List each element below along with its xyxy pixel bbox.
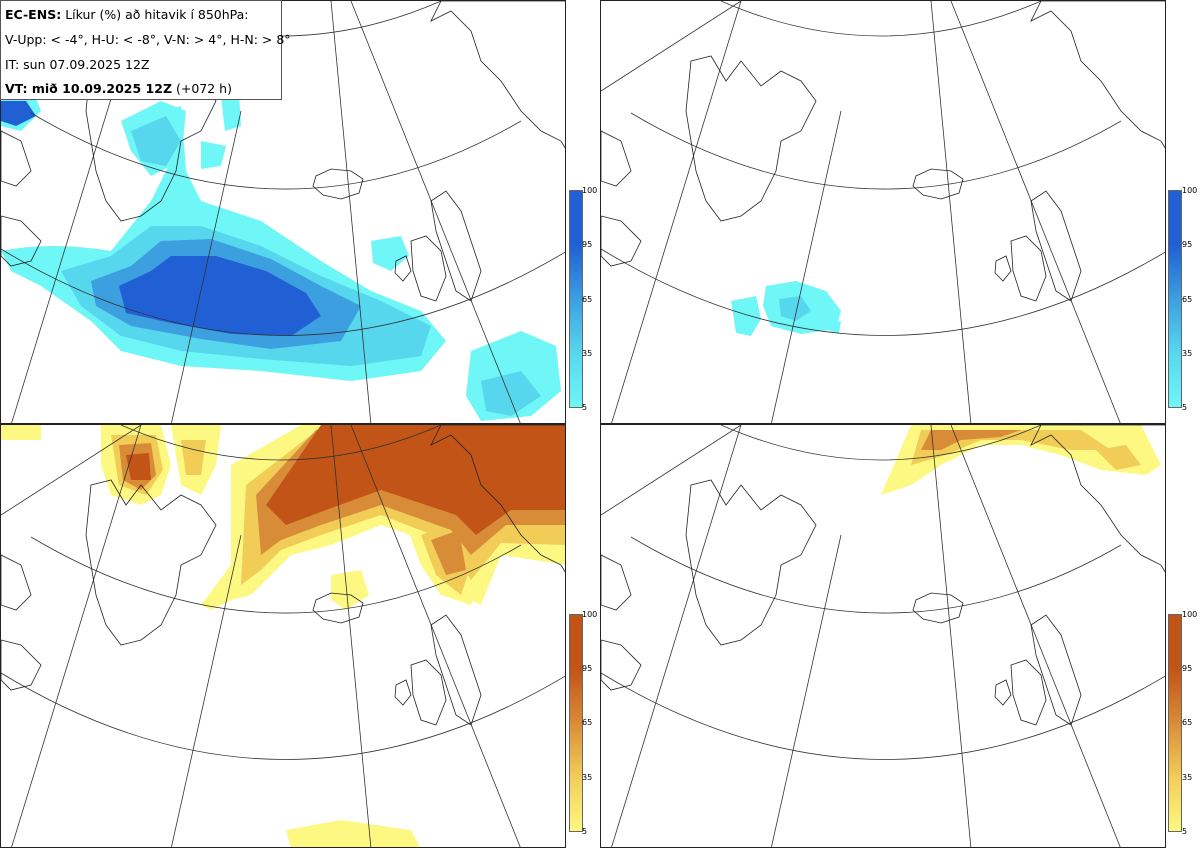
colorbar-tick-35: 35	[582, 773, 593, 782]
colorbar-tick-35: 35	[1182, 349, 1193, 358]
colorbar-tick-35: 35	[582, 349, 593, 358]
colorbar-tick-65: 65	[582, 718, 593, 727]
title-box: EC-ENS: Líkur (%) að hitavik í 850hPa: V…	[0, 0, 291, 100]
colorbar-tick-5: 5	[1182, 827, 1188, 836]
colorbar-tick-100: 100	[1182, 186, 1198, 195]
colorbar	[1168, 190, 1182, 408]
colorbar-tick-100: 100	[582, 186, 598, 195]
warm-probability-map	[1, 425, 565, 847]
colorbar	[569, 190, 583, 408]
colorbar	[569, 614, 583, 832]
map-panel-bottom-left	[0, 424, 566, 848]
colorbar-tick-95: 95	[582, 664, 593, 673]
model-name: EC-ENS:	[5, 7, 62, 22]
warm-field-95	[126, 425, 565, 535]
lead-time: (+072 h)	[176, 81, 232, 96]
categories-line: V-Upp: < -4°, H-U: < -8°, V-N: > 4°, H-N…	[5, 32, 291, 47]
map-panel-bottom-right	[600, 424, 1166, 848]
cold-probability-map-strong	[601, 1, 1165, 423]
colorbar-tick-100: 100	[1182, 610, 1198, 619]
colorbar	[1168, 614, 1182, 832]
colorbar-tick-95: 95	[1182, 664, 1193, 673]
colorbar-tick-95: 95	[582, 240, 593, 249]
cold-field-95	[1, 101, 321, 336]
valid-time-line: VT: mið 10.09.2025 12Z (+072 h)	[5, 81, 232, 96]
colorbar-tick-5: 5	[582, 827, 588, 836]
colorbar-tick-65: 65	[1182, 718, 1193, 727]
colorbar-tick-65: 65	[1182, 295, 1193, 304]
colorbar-tick-95: 95	[1182, 240, 1193, 249]
colorbar-tick-100: 100	[582, 610, 598, 619]
cold-field-35	[779, 296, 811, 321]
title-line-1: EC-ENS: Líkur (%) að hitavik í 850hPa:	[5, 7, 249, 22]
cold-field-5	[1, 86, 561, 421]
colorbar-tick-35: 35	[1182, 773, 1193, 782]
warm-field-65	[921, 430, 1021, 450]
valid-time: VT: mið 10.09.2025 12Z	[5, 81, 173, 96]
map-panel-top-right	[600, 0, 1166, 424]
colorbar-tick-5: 5	[582, 403, 588, 412]
init-time: IT: sun 07.09.2025 12Z	[5, 57, 150, 72]
colorbar-tick-65: 65	[582, 295, 593, 304]
description: Líkur (%) að hitavik í 850hPa:	[65, 7, 249, 22]
warm-probability-map-strong	[601, 425, 1165, 847]
colorbar-tick-5: 5	[1182, 403, 1188, 412]
